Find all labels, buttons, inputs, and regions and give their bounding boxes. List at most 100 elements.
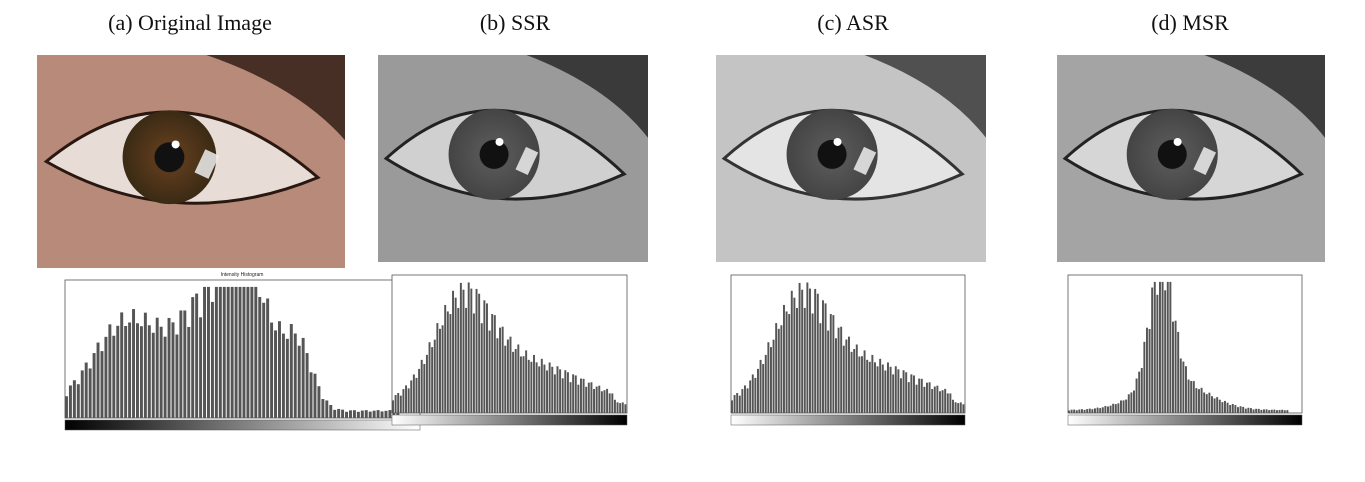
hist-bar-sketch	[274, 330, 278, 418]
hist-bar-sketch	[454, 297, 457, 413]
hist-bar-sketch	[449, 314, 452, 413]
hist-bar-sketch	[203, 286, 207, 418]
hist-bar-sketch	[1078, 409, 1081, 413]
histogram-plot	[1067, 274, 1303, 426]
hist-bar-sketch	[1143, 341, 1146, 413]
hist-bar-sketch	[954, 402, 957, 413]
hist-bar-sketch	[399, 395, 402, 413]
hist-bar-sketch	[509, 336, 512, 413]
hist-bar-sketch	[238, 286, 242, 418]
hist-bar-sketch	[858, 356, 861, 413]
hist-bar-sketch	[822, 300, 824, 413]
hist-bar-sketch	[561, 378, 564, 413]
hist-bar-sketch	[512, 351, 515, 413]
hist-bar-sketch	[396, 410, 400, 418]
hist-bar-sketch	[835, 338, 837, 413]
hist-bar-sketch	[772, 339, 775, 413]
hist-bar-sketch	[1083, 409, 1086, 413]
hist-bar-sketch	[871, 354, 874, 413]
hist-bar-sketch	[918, 378, 921, 413]
hist-bar-sketch	[337, 408, 341, 418]
hist-bar-sketch	[368, 411, 372, 418]
hist-bar-sketch	[809, 288, 811, 413]
hist-bar-sketch	[360, 410, 364, 418]
hist-bar-sketch	[548, 362, 551, 413]
hist-bar-sketch	[486, 303, 488, 413]
hist-bar-sketch	[175, 334, 179, 418]
hist-bar-sketch	[587, 382, 590, 413]
hist-bar-sketch	[65, 396, 68, 418]
hist-bar-sketch	[1169, 281, 1172, 413]
hist-bar-sketch	[889, 366, 892, 413]
hist-bar-sketch	[1125, 399, 1128, 413]
hist-bar-sketch	[423, 363, 426, 413]
hist-bar-sketch	[475, 288, 478, 413]
hist-bar-sketch	[928, 382, 931, 413]
pupil	[817, 139, 847, 169]
intensity-bar	[391, 414, 628, 426]
panel-title: (b) SSR	[480, 10, 551, 35]
hist-bar-sketch	[569, 382, 572, 413]
hist-bar-sketch	[1203, 392, 1206, 413]
hist-bar-sketch	[230, 286, 234, 418]
intensity-bar	[1067, 414, 1303, 426]
hist-bar-sketch	[894, 366, 897, 413]
hist-bar-sketch	[1257, 408, 1260, 413]
hist-bar-sketch	[519, 356, 522, 413]
hist-bar-sketch	[1190, 381, 1193, 413]
highlight	[495, 137, 504, 146]
hist-bar-sketch	[84, 362, 88, 418]
hist-bar-sketch	[879, 358, 882, 413]
hist-bar-sketch	[616, 402, 619, 413]
hist-bar-sketch	[1281, 409, 1284, 413]
hist-bar-sketch	[1107, 406, 1109, 413]
hist-bar-sketch	[829, 314, 832, 413]
intensity-bar	[64, 419, 421, 431]
hist-bar-sketch	[944, 388, 947, 413]
hist-bar-sketch	[1200, 387, 1203, 413]
pupil	[154, 142, 185, 173]
hist-bar-sketch	[785, 311, 788, 413]
hist-bar-sketch	[1086, 409, 1089, 413]
hist-bar-sketch	[845, 339, 848, 413]
hist-bar-sketch	[1094, 408, 1096, 413]
hist-bar-sketch	[603, 390, 606, 413]
hist-bar-sketch	[1174, 320, 1177, 413]
hist-bar-sketch	[1172, 321, 1174, 413]
hist-bar-sketch	[478, 293, 481, 413]
hist-bar-sketch	[551, 366, 554, 413]
eyelash	[1204, 55, 1325, 138]
hist-bar-sketch	[444, 304, 447, 413]
hist-bar-sketch	[72, 380, 76, 418]
histogram-plot	[64, 279, 421, 431]
hist-bar-sketch	[1099, 408, 1102, 413]
hist-bar-sketch	[467, 282, 470, 413]
hist-bar-sketch	[1114, 404, 1117, 413]
hist-bar-sketch	[762, 363, 765, 413]
hist-bar-sketch	[1221, 402, 1224, 413]
hist-bar-sketch	[816, 293, 819, 413]
hist-bar-sketch	[1247, 407, 1250, 413]
hist-bar-sketch	[1263, 409, 1265, 413]
hist-bar-sketch	[488, 330, 491, 413]
hist-bar-sketch	[1234, 405, 1237, 413]
hist-bar-sketch	[380, 411, 384, 418]
hist-bar-sketch	[436, 323, 439, 413]
hist-bar-sketch	[741, 389, 744, 413]
eye-image	[378, 55, 648, 262]
hist-bar-sketch	[214, 286, 218, 418]
hist-bar-sketch	[621, 402, 624, 413]
hist-bar-sketch	[289, 324, 293, 418]
hist-bar-sketch	[1226, 402, 1229, 413]
hist-bar-sketch	[593, 389, 596, 413]
hist-bar-sketch	[1166, 281, 1169, 413]
hist-bar-sketch	[392, 400, 394, 413]
hist-bar-sketch	[595, 386, 598, 413]
hist-bar-sketch	[364, 410, 368, 418]
hist-bar-sketch	[887, 362, 889, 413]
hist-bar-sketch	[946, 393, 949, 413]
hist-bar-sketch	[493, 315, 496, 413]
hist-bar-sketch	[1187, 379, 1190, 413]
hist-bar-sketch	[855, 344, 858, 413]
hist-bar-sketch	[527, 359, 530, 413]
